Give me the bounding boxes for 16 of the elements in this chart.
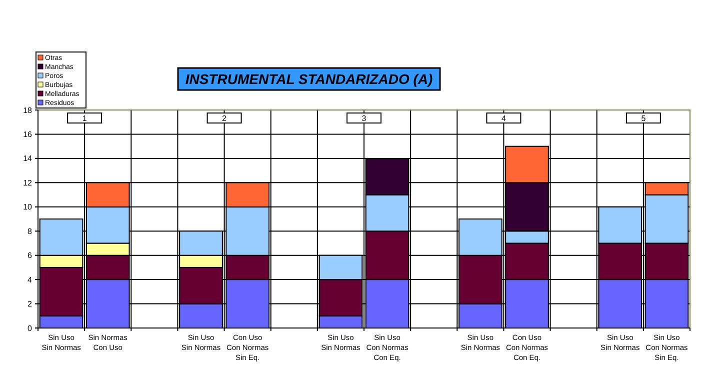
y-tick-label: 18 — [23, 106, 33, 115]
annotation: 4 — [501, 114, 506, 123]
y-tick-label: 0 — [28, 324, 33, 333]
y-tick-label: 12 — [23, 178, 33, 188]
y-tick-label: 4 — [28, 275, 33, 284]
annotation: 5 — [641, 114, 646, 123]
annotation: 1 — [82, 114, 88, 123]
y-tick-label: 14 — [23, 154, 33, 164]
y-tick-label: 8 — [28, 226, 33, 236]
y-tick-label: 10 — [23, 202, 33, 212]
y-tick-label: 2 — [28, 300, 33, 309]
annotation: 2 — [222, 114, 228, 123]
annotation: 3 — [362, 114, 367, 123]
y-tick-label: 6 — [28, 251, 33, 260]
y-tick-label: 16 — [23, 130, 33, 140]
chart-title: INSTRUMENTAL STANDARIZADO (A) — [185, 71, 433, 87]
